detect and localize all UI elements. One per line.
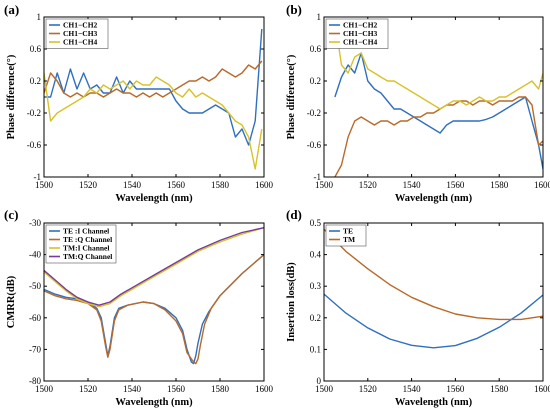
- x-tick-label: 1600: [534, 384, 550, 394]
- x-tick-label: 1540: [403, 384, 422, 394]
- y-tick-label: -60: [29, 313, 41, 323]
- panel-label: (d): [286, 207, 302, 222]
- series-line-2: [44, 60, 263, 98]
- legend-entry-2: TM: [343, 235, 355, 244]
- y-tick-label: 0.4: [310, 250, 322, 260]
- y-tick-label: 0.2: [310, 76, 321, 86]
- x-tick-label: 1600: [255, 180, 274, 190]
- y-tick-label: 1: [317, 12, 322, 22]
- y-tick-label: -50: [29, 281, 41, 291]
- x-tick-label: 1500: [35, 180, 54, 190]
- series-line-3: [44, 72, 263, 170]
- plot-frame: [323, 16, 544, 178]
- x-tick-label: 1540: [123, 384, 142, 394]
- x-tick-label: 1580: [490, 180, 509, 190]
- x-tick-label: 1560: [167, 180, 186, 190]
- panel-a: 1500 1520 1540 1560 1580 1600 -1 -0.6 -0.2 0.2 0.6…: [4, 2, 274, 204]
- series-line-3: [334, 20, 543, 110]
- x-tick-label: 1560: [167, 384, 186, 394]
- x-axis-label: Wavelength (nm): [115, 397, 193, 408]
- panel-b: 1500 1520 1540 1560 1580 1600 -1 -0.6 -0.2 0.2 0.6…: [286, 2, 550, 204]
- y-tick-label: -0.6: [27, 140, 42, 150]
- x-tick-label: 1580: [490, 384, 509, 394]
- legend-entry-3: TM:I Channel: [63, 244, 109, 253]
- legend-entry-3: CH1−CH4: [63, 38, 98, 47]
- legend-entry-2: TE :Q Channel: [63, 235, 112, 244]
- x-axis-label: Wavelength (nm): [395, 193, 473, 204]
- y-tick-label: 0.2: [310, 313, 321, 323]
- plot-frame: [323, 222, 544, 382]
- series-line-2: [44, 254, 264, 365]
- y-tick-label: -80: [29, 376, 41, 386]
- series-line-1: [44, 28, 263, 146]
- x-tick-label: 1540: [123, 180, 142, 190]
- y-axis-label: Phase difference(°): [286, 54, 297, 139]
- legend-entry-2: CH1−CH3: [63, 29, 98, 38]
- panel-label: (a): [4, 2, 19, 17]
- y-tick-label: -0.2: [307, 108, 321, 118]
- legend-entry-1: TE :I Channel: [63, 227, 109, 236]
- y-tick-label: 0.3: [310, 281, 322, 291]
- y-tick-label: -40: [29, 250, 41, 260]
- y-tick-label: -0.2: [27, 108, 41, 118]
- panel-label: (c): [4, 207, 18, 222]
- y-tick-label: -1: [34, 172, 42, 182]
- x-tick-label: 1520: [79, 384, 98, 394]
- series-line-3: [44, 227, 264, 308]
- y-tick-label: 0.6: [30, 44, 42, 54]
- x-tick-label: 1560: [446, 180, 465, 190]
- x-tick-label: 1580: [211, 180, 230, 190]
- x-tick-label: 1600: [255, 384, 274, 394]
- y-tick-label: -1: [314, 172, 322, 182]
- plot-frame: [43, 16, 265, 178]
- legend-entry-2: CH1−CH3: [343, 29, 378, 38]
- series-line-2: [324, 228, 543, 321]
- y-tick-label: -0.6: [307, 140, 322, 150]
- x-tick-label: 1520: [79, 180, 98, 190]
- series-line-1: [324, 293, 543, 349]
- panel-label: (b): [286, 2, 302, 17]
- legend-entry-1: CH1−CH2: [63, 21, 98, 30]
- y-tick-label: -70: [29, 344, 41, 354]
- y-tick-label: 0: [317, 376, 322, 386]
- y-tick-label: 1: [37, 12, 42, 22]
- y-axis-label: Insertion loss(dB): [286, 262, 297, 342]
- x-axis-label: Wavelength (nm): [395, 397, 473, 408]
- x-tick-label: 1580: [211, 384, 230, 394]
- x-tick-label: 1560: [446, 384, 465, 394]
- y-axis-label: CMRR(dB): [6, 275, 17, 328]
- legend-entry-1: TE: [343, 227, 353, 236]
- x-tick-label: 1500: [315, 180, 334, 190]
- x-axis-label: Wavelength (nm): [115, 193, 193, 204]
- series-line-1: [44, 254, 264, 365]
- x-tick-label: 1520: [359, 180, 378, 190]
- legend-entry-4: TM:Q Channel: [63, 252, 112, 261]
- x-tick-label: 1500: [35, 384, 54, 394]
- panel-c: 1500 1520 1540 1560 1580 1600 -80 -70 -60 -50 -40 -…: [4, 207, 274, 408]
- y-tick-label: 0.5: [310, 218, 322, 228]
- y-tick-label: 0.1: [310, 344, 321, 354]
- x-tick-label: 1600: [534, 180, 550, 190]
- y-axis-label: Phase difference(°): [6, 54, 17, 139]
- plot-frame: [43, 222, 265, 382]
- y-tick-label: 0.2: [30, 76, 41, 86]
- legend-entry-1: CH1−CH2: [343, 21, 378, 30]
- series-line-4: [44, 227, 264, 306]
- series-line-1: [334, 52, 543, 170]
- y-tick-label: -30: [29, 218, 41, 228]
- x-tick-label: 1520: [359, 384, 378, 394]
- y-tick-label: 0.6: [310, 44, 322, 54]
- panel-d: 1500 1520 1540 1560 1580 1600 0 0.1 0.2 0.3 0.4 0.5…: [286, 207, 550, 408]
- legend-entry-3: CH1−CH4: [343, 38, 378, 47]
- x-tick-label: 1540: [403, 180, 422, 190]
- x-tick-label: 1500: [315, 384, 334, 394]
